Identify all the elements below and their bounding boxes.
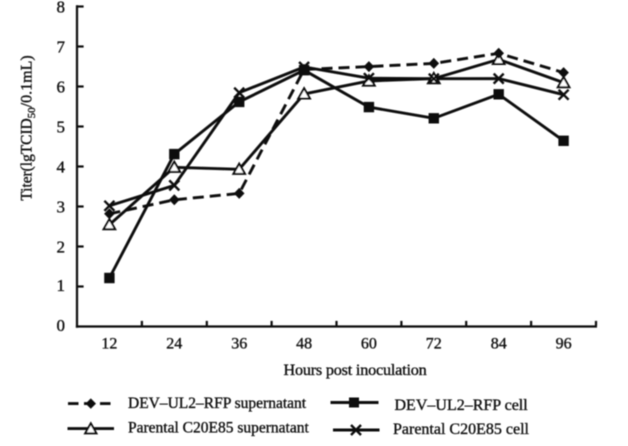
svg-text:24: 24 <box>166 336 182 353</box>
svg-text:Titer(lgTCID50/0.1mL): Titer(lgTCID50/0.1mL) <box>19 55 39 200</box>
svg-text:3: 3 <box>57 198 66 217</box>
svg-text:8: 8 <box>57 0 66 17</box>
svg-text:84: 84 <box>491 336 507 353</box>
svg-text:48: 48 <box>296 336 312 353</box>
svg-text:2: 2 <box>57 238 66 257</box>
svg-text:DEV–UL2–RFP cell: DEV–UL2–RFP cell <box>395 397 529 414</box>
svg-text:Parental C20E85 cell: Parental C20E85 cell <box>393 421 530 438</box>
svg-text:Hours post inoculation: Hours post inoculation <box>283 361 426 379</box>
svg-text:12: 12 <box>101 336 117 353</box>
svg-text:72: 72 <box>426 336 442 353</box>
svg-text:36: 36 <box>231 336 247 353</box>
svg-text:7: 7 <box>57 38 66 57</box>
svg-text:0: 0 <box>57 316 66 335</box>
svg-text:DEV–UL2–RFP supernatant: DEV–UL2–RFP supernatant <box>128 395 307 412</box>
svg-text:1: 1 <box>57 276 66 295</box>
svg-text:60: 60 <box>361 336 377 353</box>
svg-text:Parental C20E85 supernatant: Parental C20E85 supernatant <box>128 420 309 437</box>
svg-text:96: 96 <box>556 336 572 353</box>
svg-text:5: 5 <box>57 118 66 137</box>
svg-text:4: 4 <box>57 158 66 177</box>
svg-text:6: 6 <box>57 78 66 97</box>
